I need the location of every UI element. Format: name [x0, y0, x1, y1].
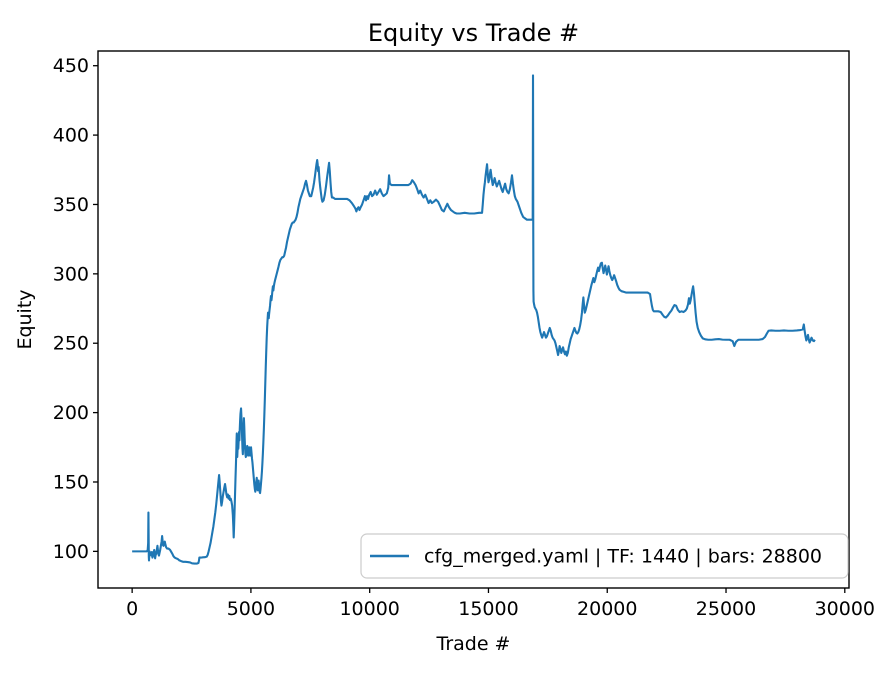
y-tick-label: 300	[53, 263, 89, 285]
legend-label: cfg_merged.yaml | TF: 1440 | bars: 28800	[424, 546, 822, 568]
legend: cfg_merged.yaml | TF: 1440 | bars: 28800	[360, 533, 849, 579]
x-tick-label: 30000	[815, 598, 875, 620]
y-tick-label: 350	[53, 194, 89, 216]
y-axis-label: Equity	[14, 289, 36, 349]
x-tick-label: 10000	[339, 598, 399, 620]
chart-title: Equity vs Trade #	[368, 19, 579, 47]
x-tick-label: 5000	[227, 598, 275, 620]
x-tick-label: 0	[126, 598, 138, 620]
y-tick-label: 100	[53, 541, 89, 563]
legend-box	[360, 533, 849, 579]
x-tick-label: 25000	[696, 598, 756, 620]
axis-ticks: 0 5000 10000 15000 20000 25000 30000 100 150 200 2…	[53, 55, 875, 620]
plot-area	[98, 51, 849, 588]
y-tick-label: 400	[53, 125, 89, 147]
x-axis-label: Trade #	[436, 633, 511, 655]
y-tick-label: 250	[53, 333, 89, 355]
x-tick-label: 20000	[577, 598, 637, 620]
equity-line-series	[132, 74, 816, 565]
x-tick-label: 15000	[458, 598, 518, 620]
y-tick-label: 150	[53, 471, 89, 493]
y-tick-label: 450	[53, 55, 89, 77]
y-tick-label: 200	[53, 402, 89, 424]
axes-spines	[97, 50, 850, 589]
